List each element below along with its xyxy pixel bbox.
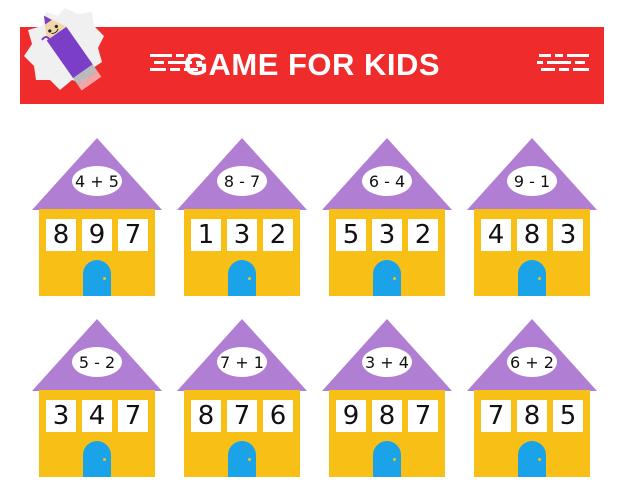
door-knob <box>538 277 541 280</box>
answer-digit[interactable]: 4 <box>481 219 511 251</box>
answer-digit[interactable]: 8 <box>46 219 76 251</box>
dash-decoration-right-icon <box>537 54 589 71</box>
answer-digit[interactable]: 3 <box>372 219 402 251</box>
answer-digit[interactable]: 7 <box>118 400 148 432</box>
door-icon <box>83 260 111 296</box>
door-knob <box>248 458 251 461</box>
answer-digit[interactable]: 8 <box>517 400 547 432</box>
door-icon <box>518 260 546 296</box>
dash-decoration-left-icon <box>150 54 202 71</box>
answer-digit[interactable]: 2 <box>263 219 293 251</box>
answer-digit[interactable]: 8 <box>372 400 402 432</box>
answer-digit[interactable]: 6 <box>263 400 293 432</box>
door-knob <box>393 277 396 280</box>
title-banner: GAME FOR KIDS <box>20 27 604 104</box>
answer-digit[interactable]: 8 <box>517 219 547 251</box>
answer-digit[interactable]: 9 <box>82 219 112 251</box>
math-expression: 9 - 1 <box>507 166 557 196</box>
answer-digit[interactable]: 4 <box>82 400 112 432</box>
answer-digit[interactable]: 3 <box>553 219 583 251</box>
math-expression: 8 - 7 <box>217 166 267 196</box>
answer-digit[interactable]: 7 <box>227 400 257 432</box>
math-expression: 3 + 4 <box>362 347 412 377</box>
door-icon <box>228 441 256 477</box>
door-knob <box>393 458 396 461</box>
math-expression: 7 + 1 <box>217 347 267 377</box>
answer-digit[interactable]: 3 <box>227 219 257 251</box>
door-icon <box>83 441 111 477</box>
door-knob <box>103 458 106 461</box>
math-expression: 6 + 2 <box>507 347 557 377</box>
door-knob <box>538 458 541 461</box>
door-icon <box>518 441 546 477</box>
answer-digit[interactable]: 8 <box>191 400 221 432</box>
door-icon <box>228 260 256 296</box>
answer-digit[interactable]: 1 <box>191 219 221 251</box>
answer-digit[interactable]: 5 <box>553 400 583 432</box>
answer-digit[interactable]: 2 <box>408 219 438 251</box>
answer-digit[interactable]: 7 <box>481 400 511 432</box>
answer-digit[interactable]: 5 <box>336 219 366 251</box>
math-expression: 4 + 5 <box>72 166 122 196</box>
answer-digit[interactable]: 9 <box>336 400 366 432</box>
answer-digit[interactable]: 3 <box>46 400 76 432</box>
answer-digit[interactable]: 7 <box>408 400 438 432</box>
math-expression: 6 - 4 <box>362 166 412 196</box>
door-knob <box>248 277 251 280</box>
game-title: GAME FOR KIDS <box>183 47 441 82</box>
door-icon <box>373 441 401 477</box>
answer-digit[interactable]: 7 <box>118 219 148 251</box>
door-icon <box>373 260 401 296</box>
door-knob <box>103 277 106 280</box>
pencil-mascot-icon <box>24 8 104 91</box>
math-expression: 5 - 2 <box>72 347 122 377</box>
